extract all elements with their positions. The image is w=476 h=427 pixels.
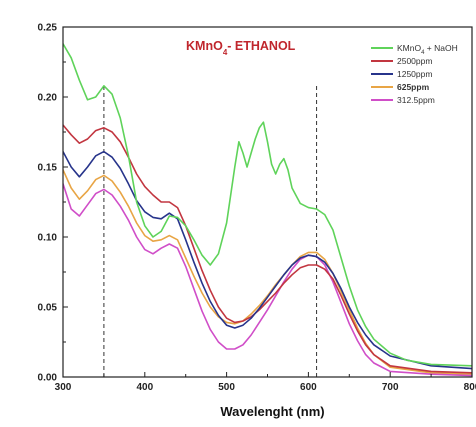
series-line-625ppm xyxy=(63,169,472,375)
y-tick-label: 0.10 xyxy=(38,233,58,244)
legend-label: 1250ppm xyxy=(397,69,432,79)
reference-lines xyxy=(103,85,318,377)
legend-label-main: 2500ppm xyxy=(397,56,432,66)
legend-label: 625ppm xyxy=(397,82,430,92)
x-tick-label: 400 xyxy=(136,382,153,393)
chart-title-rest: - ETHANOL xyxy=(227,39,295,53)
legend-label: 312.5ppm xyxy=(397,95,435,105)
y-tick-label: 0.05 xyxy=(38,303,58,314)
y-axis: 0.00 0.05 0.10 0.15 0.20 0.25 xyxy=(38,23,68,384)
y-tick-label: 0.15 xyxy=(38,163,58,174)
legend-label-main: 1250ppm xyxy=(397,69,432,79)
x-axis-title: Wavelenght (nm) xyxy=(220,404,324,419)
series-lines xyxy=(63,43,472,377)
x-axis: 300 400 500 600 700 800 xyxy=(55,372,476,393)
legend-label-subscript: 4 xyxy=(421,50,425,56)
legend-label-rest: + NaOH xyxy=(424,43,457,53)
y-tick-label: 0.20 xyxy=(38,93,58,104)
legend-label: 2500ppm xyxy=(397,56,432,66)
x-tick-label: 500 xyxy=(218,382,235,393)
x-tick-label: 300 xyxy=(55,382,72,393)
plot-frame xyxy=(62,26,473,378)
chart-title-subscript: 4 xyxy=(223,48,228,57)
chart-title: KMnO4- ETHANOL xyxy=(186,39,296,57)
series-line-2500ppm xyxy=(63,124,472,374)
series-line-312-5ppm xyxy=(63,183,472,377)
y-tick-label: 0.00 xyxy=(38,373,58,384)
y-tick-label: 0.25 xyxy=(38,23,58,34)
series-line-1250ppm xyxy=(63,150,472,370)
x-tick-label: 600 xyxy=(300,382,317,393)
series-line-kmno4-naoh xyxy=(63,43,472,367)
legend-label-main: 312.5ppm xyxy=(397,95,435,105)
legend-label-main: 625ppm xyxy=(397,82,430,92)
chart-title-main: KMnO xyxy=(186,39,223,53)
x-tick-label: 800 xyxy=(464,382,476,393)
x-tick-label: 700 xyxy=(382,382,399,393)
legend-label: KMnO4 + NaOH xyxy=(397,43,458,56)
legend-label-main: KMnO xyxy=(397,43,421,53)
